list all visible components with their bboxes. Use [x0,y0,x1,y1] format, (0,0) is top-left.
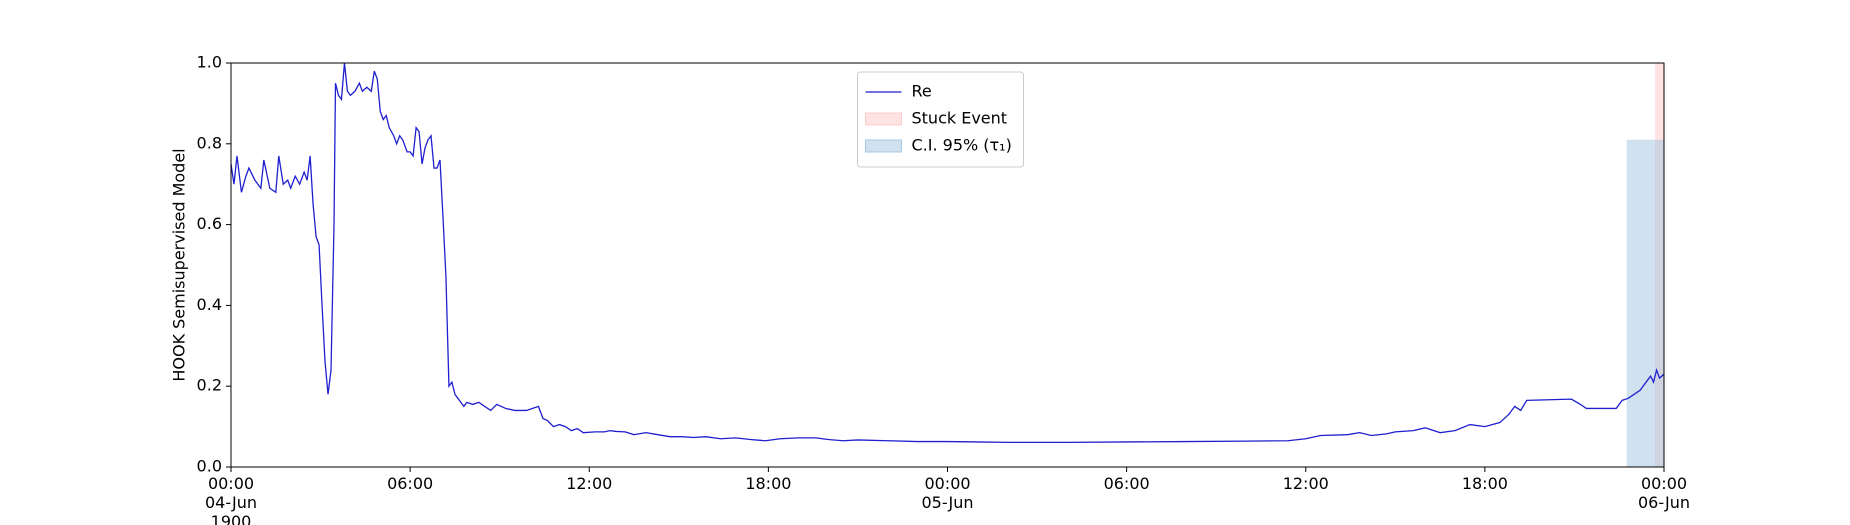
legend-label: Stuck Event [912,109,1008,128]
legend: Re Stuck Event C.I. 95% (τ₁) [857,71,1024,168]
y-tick-label: 0.4 [197,295,222,314]
x-tick-label: 00:00 04-Jun 1900 [204,474,258,525]
data-line [230,62,1665,444]
x-tick-label: 18:00 [1461,474,1508,493]
y-tick-label: 1.0 [197,53,222,72]
y-tick-label: 0.0 [197,457,222,476]
y-tick-label: 0.8 [197,133,222,152]
y-tick-label: 0.6 [197,214,222,233]
x-tick-label: 12:00 [566,474,613,493]
span [1626,139,1664,467]
legend-swatch [865,139,902,153]
x-tick-label: 06:00 [1103,474,1150,493]
x-tick-label: 00:00 05-Jun [921,474,974,512]
x-tick-label: 18:00 [745,474,792,493]
x-tick-label: 06:00 [387,474,434,493]
legend-swatch [865,112,902,126]
legend-label: C.I. 95% (τ₁) [912,136,1012,155]
y-axis-label: HOOK Semisupervised Model [170,148,189,381]
y-tick-label: 0.2 [197,376,222,395]
legend-label: Re [912,82,932,101]
x-tick-label: 00:00 06-Jun [1637,474,1691,512]
x-tick-label: 12:00 [1282,474,1329,493]
